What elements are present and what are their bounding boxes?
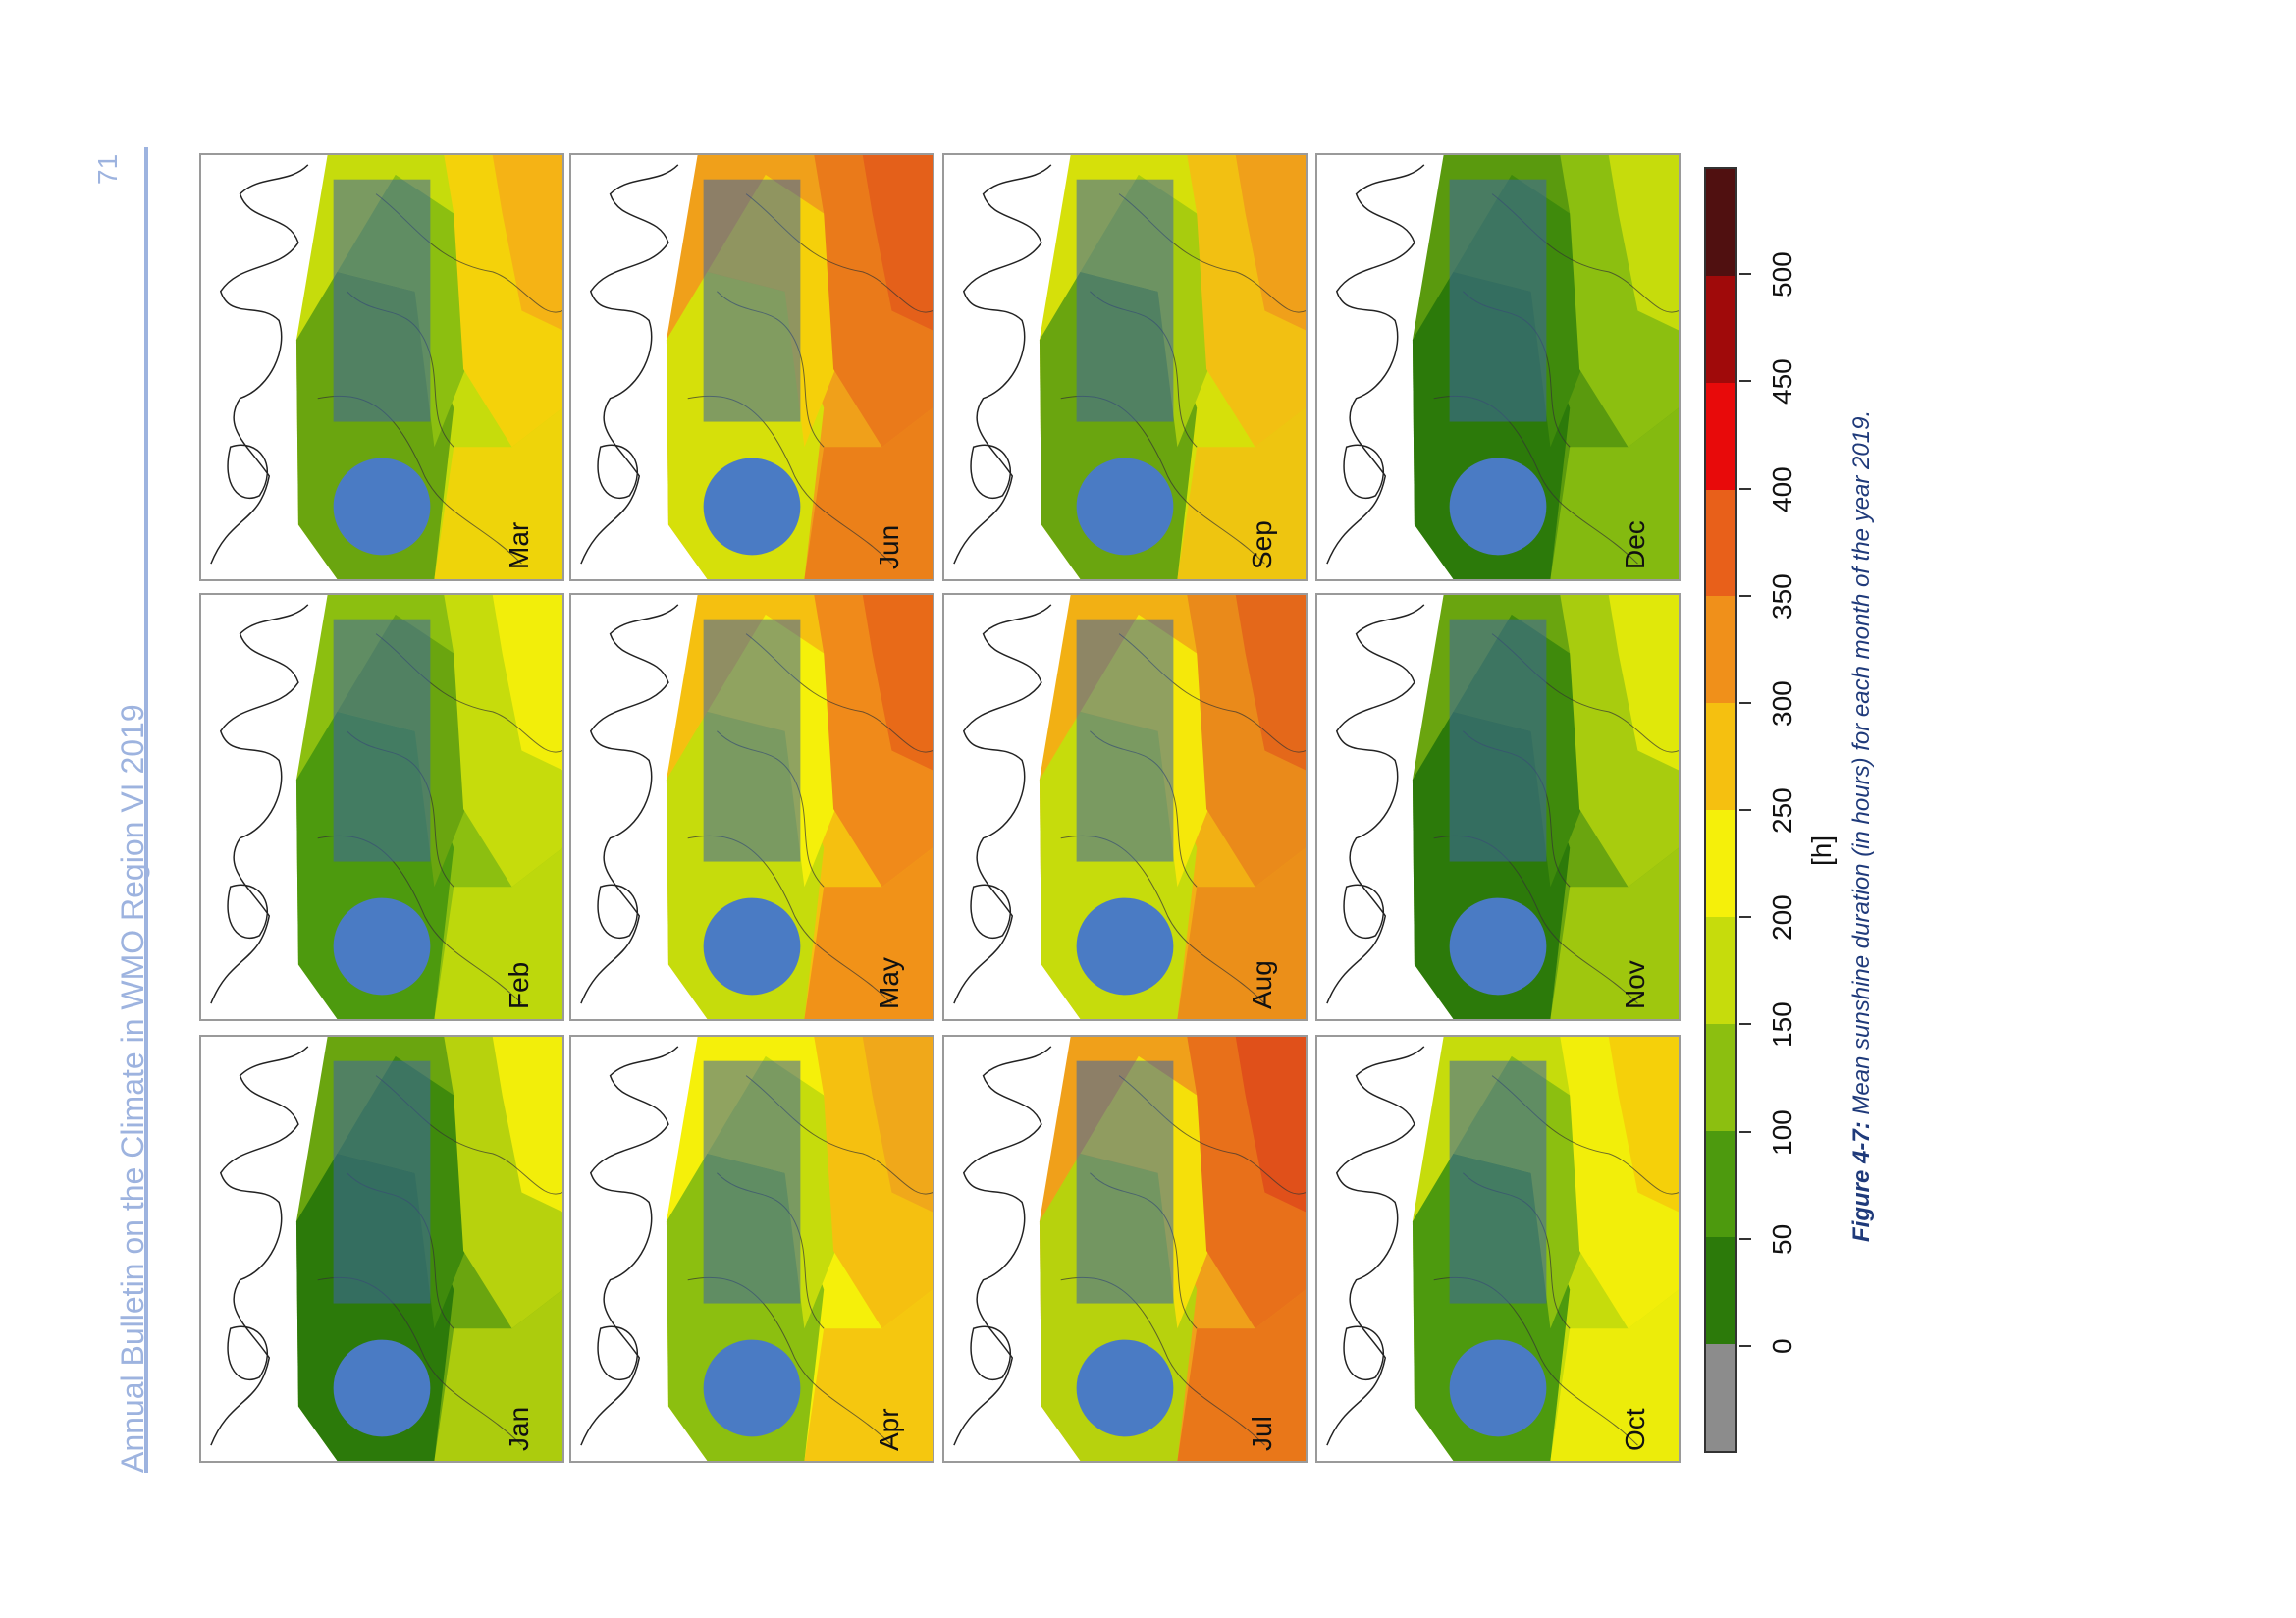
color-scale-tick-label: 450 [1767,358,1797,405]
color-scale-tick-label: 50 [1767,1223,1797,1255]
month-label-wrapper: Apr [874,1353,925,1451]
month-label: Sep [1247,520,1277,569]
wmo-logo [703,619,801,996]
color-scale-segment [1706,1023,1735,1131]
month-label-wrapper: Aug [1247,911,1298,1009]
month-label: Oct [1620,1408,1650,1451]
wmo-logo [703,1060,801,1437]
month-label-wrapper: Jun [874,471,925,569]
map-panel-may: May [569,593,934,1021]
month-label: Jun [874,524,904,569]
color-scale-tick-mark [1739,380,1751,383]
color-scale-tick-mark [1739,1237,1751,1240]
map-panel-mar: Mar [199,153,564,581]
wmo-logo [333,619,431,996]
month-label-wrapper: Oct [1620,1353,1671,1451]
wmo-logo [1449,619,1547,996]
color-scale-tick-label: 400 [1767,465,1797,512]
month-label: Dec [1620,520,1650,569]
color-scale-tick-mark [1739,1023,1751,1026]
wmo-logo [333,1060,431,1437]
header-rule [144,147,148,1473]
color-scale-tick-mark [1739,701,1751,704]
color-scale-tick-label: 350 [1767,572,1797,620]
color-scale-tick-label: 0 [1767,1338,1797,1354]
color-scale-segment [1706,810,1735,917]
color-scale-segment [1706,916,1735,1024]
month-label-wrapper: May [874,911,925,1009]
page-number: 71 [92,153,123,185]
color-scale-tick-label: 500 [1767,251,1797,298]
color-scale-segment [1706,1130,1735,1238]
running-header: Annual Bulletin on the Climate in WMO Re… [115,704,150,1473]
map-panel-dec: Dec [1315,153,1681,581]
color-scale-tick-mark [1739,487,1751,490]
month-label: Aug [1247,960,1277,1009]
month-label: Apr [874,1408,904,1451]
month-label-wrapper: Sep [1247,471,1298,569]
caption-label: Figure 4-7: [1848,1121,1875,1242]
color-scale-segment [1706,169,1735,276]
color-scale-tick-label: 250 [1767,787,1797,834]
month-label-wrapper: Mar [504,471,555,569]
color-scale-unit: [h] [1806,835,1837,866]
month-label-wrapper: Feb [504,911,555,1009]
month-label-wrapper: Jul [1247,1353,1298,1451]
color-scale-tick-mark [1739,1344,1751,1347]
wmo-logo [333,179,431,556]
wmo-logo [1076,1060,1174,1437]
map-panel-aug: Aug [942,593,1308,1021]
wmo-logo [1076,619,1174,996]
month-label-wrapper: Nov [1620,911,1671,1009]
color-scale-tick-mark [1739,916,1751,919]
month-label: Nov [1620,960,1650,1009]
caption-text: Mean sunshine duration (in hours) for ea… [1848,409,1875,1122]
map-panel-sep: Sep [942,153,1308,581]
color-scale-tick-mark [1739,1130,1751,1133]
color-scale-segment [1706,1237,1735,1345]
month-label: Feb [504,961,534,1009]
wmo-logo [1449,179,1547,556]
month-label: Jan [504,1406,534,1451]
map-panel-feb: Feb [199,593,564,1021]
map-panel-jan: Jan [199,1035,564,1463]
wmo-logo [703,179,801,556]
color-scale-segment [1706,596,1735,704]
map-panel-nov: Nov [1315,593,1681,1021]
color-scale-segment [1706,703,1735,811]
color-scale-segment [1706,275,1735,383]
color-scale-tick-mark [1739,594,1751,597]
color-scale-segment [1706,1344,1735,1451]
wmo-logo [1449,1060,1547,1437]
month-label-wrapper: Jan [504,1353,555,1451]
color-scale-tick-mark [1739,273,1751,276]
color-scale-segment [1706,489,1735,597]
map-panel-oct: Oct [1315,1035,1681,1463]
month-label: May [874,957,904,1009]
color-scale-bar [1704,167,1737,1453]
month-label: Mar [504,521,534,569]
month-label: Jul [1247,1416,1277,1451]
figure-caption: Figure 4-7: Mean sunshine duration (in h… [1848,410,1876,1242]
map-panel-jul: Jul [942,1035,1308,1463]
color-scale-tick-label: 100 [1767,1108,1797,1156]
color-scale-tick-mark [1739,809,1751,811]
color-scale-tick-label: 150 [1767,1001,1797,1049]
map-panel-apr: Apr [569,1035,934,1463]
color-scale-segment [1706,382,1735,490]
color-scale-tick-label: 200 [1767,894,1797,942]
color-scale-tick-label: 300 [1767,680,1797,727]
wmo-logo [1076,179,1174,556]
month-label-wrapper: Dec [1620,471,1671,569]
map-panel-jun: Jun [569,153,934,581]
